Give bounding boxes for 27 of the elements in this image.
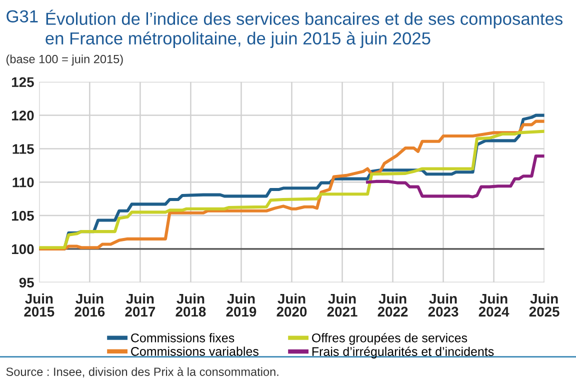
y-tick-label: 100 — [12, 244, 34, 254]
legend-label: Frais d’irrégularités et d’incidents — [312, 346, 494, 358]
x-tick-label: Juin 2018 — [176, 293, 206, 317]
x-tick-label: Juin 2015 — [24, 293, 54, 317]
legend-label: Commissions fixes — [131, 333, 234, 342]
x-tick-label: Juin 2021 — [327, 293, 358, 317]
text: G31 — [6, 10, 38, 22]
legend-label: Commissions variables — [131, 346, 258, 356]
x-tick-label: Juin 2023 — [428, 293, 458, 317]
y-tick-label: 120 — [12, 110, 34, 120]
line-series — [366, 154, 544, 198]
x-tick-label: Juin 2016 — [74, 293, 105, 317]
x-tick-label: Juin 2019 — [226, 293, 256, 317]
y-tick-label: 115 — [12, 144, 34, 154]
x-tick-label: Juin 2020 — [276, 293, 307, 317]
source-note: Source : Insee, division des Prix à la consommation. — [6, 367, 278, 378]
y-tick-label: 125 — [12, 77, 34, 88]
x-tick-label: Juin 2017 — [125, 293, 156, 317]
x-tick-label: Juin 2024 — [478, 293, 510, 317]
y-tick-label: 95 — [19, 278, 34, 288]
x-tick-label: Juin 2025 — [529, 293, 560, 317]
y-tick-label: 110 — [12, 177, 34, 188]
x-tick-label: Juin 2022 — [378, 293, 408, 317]
chart-subtitle: (base 100 = juin 2015) — [6, 54, 123, 66]
legend-label: Offres groupées de services — [312, 333, 468, 345]
y-tick-label: 105 — [12, 210, 34, 221]
chart-title: Évolution de l’indice des services bancaires et de ses composantes en France métropolitaine, de juin 2015 à juin 2025 — [46, 10, 563, 48]
